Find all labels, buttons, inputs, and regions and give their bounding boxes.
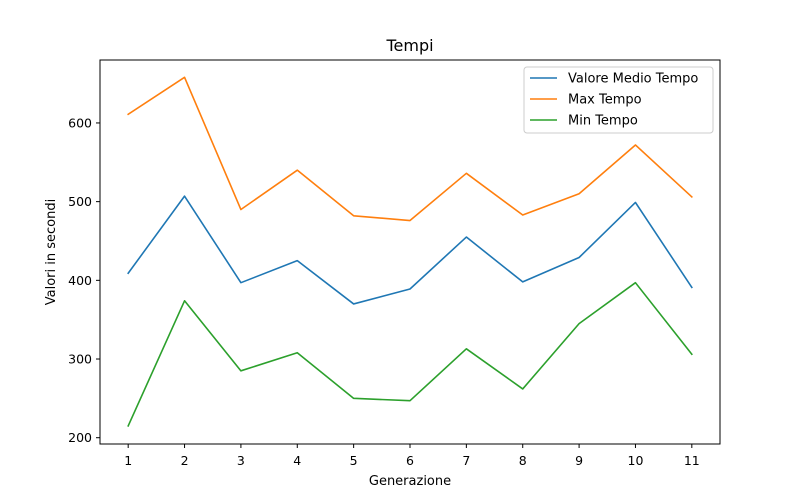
- legend: Valore Medio Tempo Max Tempo Min Tempo: [523, 66, 714, 134]
- legend-label: Valore Medio Tempo: [568, 72, 698, 87]
- x-tick-label: 11: [684, 453, 700, 468]
- y-tick-label: 500: [68, 194, 92, 209]
- y-tick-label: 200: [68, 430, 92, 445]
- y-tick-label: 300: [68, 352, 92, 367]
- series-lines: [127, 76, 693, 427]
- y-axis: 200 300 400 500 600: [68, 115, 100, 445]
- x-axis-label: Generazione: [369, 474, 451, 489]
- legend-box: [523, 66, 714, 134]
- legend-label: Max Tempo: [568, 93, 642, 108]
- x-axis: 1 2 3 4 5 6 7 8 9 10 11: [124, 444, 700, 468]
- x-tick-label: 10: [628, 453, 644, 468]
- y-axis-label: Valori in secondi: [44, 199, 59, 305]
- x-tick-label: 2: [181, 453, 189, 468]
- series-line: [127, 195, 693, 305]
- series-line: [127, 281, 693, 427]
- x-tick-label: 5: [350, 453, 358, 468]
- series-line: [127, 76, 693, 222]
- y-tick-label: 400: [68, 273, 92, 288]
- y-tick-label: 600: [68, 115, 92, 130]
- x-tick-label: 3: [237, 453, 245, 468]
- x-tick-label: 4: [293, 453, 301, 468]
- x-tick-label: 9: [575, 453, 583, 468]
- x-tick-label: 7: [462, 453, 470, 468]
- x-tick-label: 1: [124, 453, 132, 468]
- x-tick-label: 6: [406, 453, 414, 468]
- chart-title: Tempi: [385, 36, 433, 55]
- legend-label: Min Tempo: [568, 114, 638, 129]
- x-tick-label: 8: [519, 453, 527, 468]
